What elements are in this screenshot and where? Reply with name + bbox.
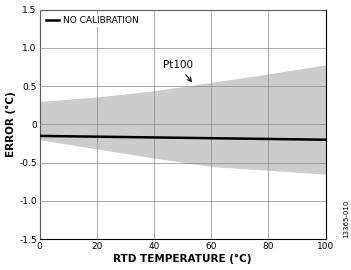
Text: 13365-010: 13365-010: [343, 199, 349, 238]
Legend: NO CALIBRATION: NO CALIBRATION: [44, 14, 140, 27]
X-axis label: RTD TEMPERATURE (°C): RTD TEMPERATURE (°C): [113, 254, 252, 264]
Text: Pt100: Pt100: [163, 60, 193, 82]
Y-axis label: ERROR (°C): ERROR (°C): [6, 92, 16, 157]
